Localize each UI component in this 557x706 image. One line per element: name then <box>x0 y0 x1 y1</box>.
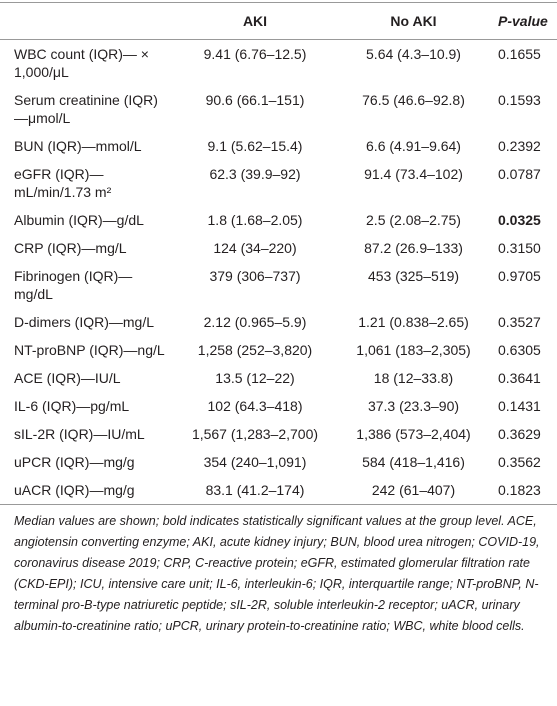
cell: 0.2392 <box>498 138 541 154</box>
cell: 354 (240–1,091) <box>203 454 307 470</box>
row-label: NT-proBNP (IQR)—ng/L <box>14 342 165 358</box>
row-label: uACR (IQR)—mg/g <box>14 482 135 498</box>
cell: 102 (64.3–418) <box>207 398 303 414</box>
table-row: ACE (IQR)—IU/L 13.5 (12–22) 18 (12–33.8) 0.… <box>0 364 557 392</box>
cell: 1,386 (573–2,404) <box>356 426 471 442</box>
row-label: Fibrinogen (IQR)—mg/dL <box>14 268 133 302</box>
table-row: uPCR (IQR)—mg/g 354 (240–1,091) 584 (418–1… <box>0 448 557 476</box>
cell: 91.4 (73.4–102) <box>364 166 463 182</box>
cell: 0.3641 <box>498 370 541 386</box>
cell: 124 (34–220) <box>213 240 297 256</box>
cell: 0.3150 <box>498 240 541 256</box>
table-row: Serum creatinine (IQR)—μmol/L 90.6 (66.1–… <box>0 86 557 132</box>
row-label: IL-6 (IQR)—pg/mL <box>14 398 130 414</box>
cell: 379 (306–737) <box>209 268 301 284</box>
table-body: WBC count (IQR)— × 1,000/μL 9.41 (6.76–12… <box>0 40 557 505</box>
column-header: No AKI <box>390 13 437 29</box>
row-label: uPCR (IQR)—mg/g <box>14 454 135 470</box>
cell: 0.3527 <box>498 314 541 330</box>
cell: 6.6 (4.91–9.64) <box>366 138 461 154</box>
table-row: uACR (IQR)—mg/g 83.1 (41.2–174) 242 (61–40… <box>0 476 557 505</box>
cell: 62.3 (39.9–92) <box>209 166 301 182</box>
row-label: CRP (IQR)—mg/L <box>14 240 127 256</box>
column-header: P-value <box>498 13 548 29</box>
cell: 584 (418–1,416) <box>362 454 465 470</box>
cell: 0.1823 <box>498 482 541 498</box>
table-row: D-dimers (IQR)—mg/L 2.12 (0.965–5.9) 1.21 … <box>0 308 557 336</box>
cell: 1.21 (0.838–2.65) <box>358 314 469 330</box>
row-label: sIL-2R (IQR)—IU/mL <box>14 426 145 442</box>
cell: 0.3562 <box>498 454 541 470</box>
cell: 2.12 (0.965–5.9) <box>203 314 307 330</box>
table-row: sIL-2R (IQR)—IU/mL 1,567 (1,283–2,700) 1,3… <box>0 420 557 448</box>
cell: 37.3 (23.3–90) <box>367 398 460 414</box>
cell: 0.0787 <box>498 166 541 182</box>
cell: 1,061 (183–2,305) <box>356 342 471 358</box>
table-row: Fibrinogen (IQR)—mg/dL 379 (306–737) 453 (… <box>0 262 557 308</box>
column-header <box>0 3 175 40</box>
row-label: Albumin (IQR)—g/dL <box>14 212 144 228</box>
cell: 0.9705 <box>498 268 541 284</box>
cell: 9.41 (6.76–12.5) <box>203 46 307 62</box>
cell: 5.64 (4.3–10.9) <box>366 46 461 62</box>
cell: 0.1431 <box>498 398 541 414</box>
table-row: CRP (IQR)—mg/L 124 (34–220) 87.2 (26.9–133… <box>0 234 557 262</box>
cell: 453 (325–519) <box>367 268 460 284</box>
header-row: AKI No AKI P-value <box>0 2 557 40</box>
cell: 0.0325 <box>498 212 541 228</box>
cell: 90.6 (66.1–151) <box>205 92 305 108</box>
table-row: WBC count (IQR)— × 1,000/μL 9.41 (6.76–12… <box>0 40 557 87</box>
table-row: NT-proBNP (IQR)—ng/L 1,258 (252–3,820) 1,0… <box>0 336 557 364</box>
column-header: AKI <box>242 13 268 29</box>
cell: 0.1655 <box>498 46 541 62</box>
table-head: AKI No AKI P-value <box>0 2 557 40</box>
cell: 9.1 (5.62–15.4) <box>207 138 303 154</box>
cell: 242 (61–407) <box>371 482 456 498</box>
cell: 76.5 (46.6–92.8) <box>362 92 465 108</box>
row-label: ACE (IQR)—IU/L <box>14 370 121 386</box>
cell: 83.1 (41.2–174) <box>205 482 305 498</box>
data-table: AKI No AKI P-value WBC count (IQR)— × 1,00… <box>0 2 557 505</box>
footnote: Median values are shown; bold indicates … <box>14 514 540 633</box>
row-label: D-dimers (IQR)—mg/L <box>14 314 155 330</box>
table-row: eGFR (IQR)—mL/min/1.73 m² 62.3 (39.9–92) 9… <box>0 160 557 206</box>
cell: 1,258 (252–3,820) <box>197 342 313 358</box>
table-row: Albumin (IQR)—g/dL 1.8 (1.68–2.05) 2.5 (2.… <box>0 206 557 234</box>
row-label: Serum creatinine (IQR)—μmol/L <box>14 92 158 126</box>
cell: 1,567 (1,283–2,700) <box>191 426 319 442</box>
cell: 0.3629 <box>498 426 541 442</box>
table-row: IL-6 (IQR)—pg/mL 102 (64.3–418) 37.3 (23.3… <box>0 392 557 420</box>
cell: 1.8 (1.68–2.05) <box>207 212 303 228</box>
cell: 2.5 (2.08–2.75) <box>366 212 461 228</box>
cell: 87.2 (26.9–133) <box>364 240 463 256</box>
table-wrap: AKI No AKI P-value WBC count (IQR)— × 1,00… <box>0 2 557 633</box>
row-label: BUN (IQR)—mmol/L <box>14 138 142 154</box>
cell: 0.6305 <box>498 342 541 358</box>
cell: 0.1593 <box>498 92 541 108</box>
cell: 18 (12–33.8) <box>373 370 454 386</box>
row-label: WBC count (IQR)— × 1,000/μL <box>14 46 149 80</box>
cell: 13.5 (12–22) <box>215 370 295 386</box>
table-row: BUN (IQR)—mmol/L 9.1 (5.62–15.4) 6.6 (4.91… <box>0 132 557 160</box>
row-label: eGFR (IQR)—mL/min/1.73 m² <box>14 166 112 200</box>
